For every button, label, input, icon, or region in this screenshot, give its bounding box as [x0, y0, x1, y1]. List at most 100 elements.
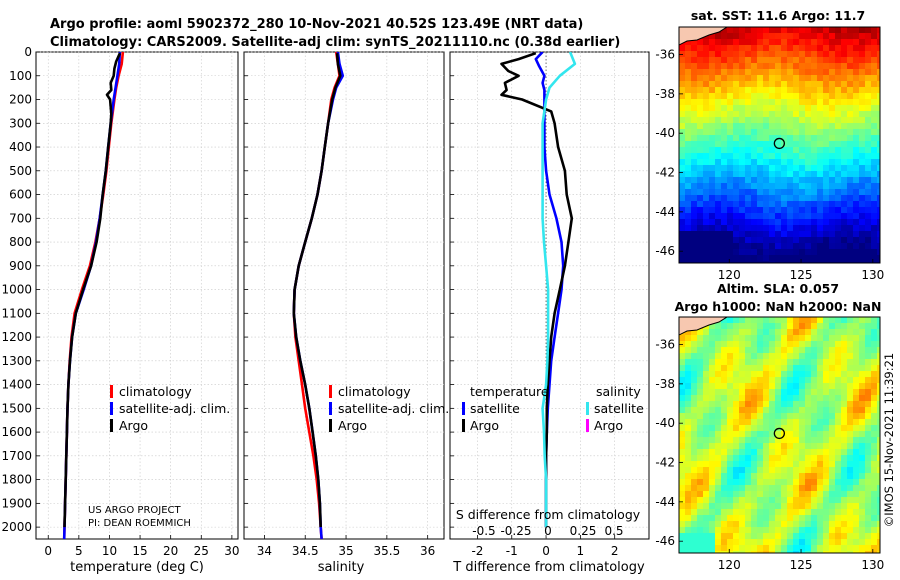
heatmap-cell [817, 123, 824, 130]
heatmap-cell [751, 419, 758, 426]
heatmap-cell [817, 201, 824, 208]
heatmap-cell [697, 473, 704, 480]
heatmap-cell [811, 461, 818, 468]
heatmap-cell [865, 51, 872, 58]
heatmap-cell [793, 353, 800, 360]
heatmap-cell [781, 69, 788, 76]
heatmap-cell [835, 249, 842, 256]
heatmap-cell [715, 449, 722, 456]
heatmap-cell [697, 533, 704, 540]
heatmap-cell [733, 551, 740, 553]
heatmap-cell [679, 165, 686, 172]
heatmap-cell [829, 413, 836, 420]
heatmap-cell [787, 117, 794, 124]
heatmap-cell [799, 141, 806, 148]
heatmap-cell [727, 159, 734, 166]
heatmap-cell [775, 449, 782, 456]
heatmap-cell [703, 129, 710, 136]
heatmap-cell [817, 323, 824, 330]
heatmap-cell [709, 135, 716, 142]
heatmap-cell [787, 63, 794, 70]
heatmap-cell [877, 171, 880, 178]
heatmap-cell [853, 509, 860, 516]
heatmap-cell [817, 425, 824, 432]
heatmap-cell [721, 527, 728, 534]
heatmap-cell [793, 81, 800, 88]
heatmap-cell [847, 317, 854, 324]
heatmap-cell [799, 69, 806, 76]
heatmap-cell [853, 431, 860, 438]
heatmap-cell [853, 123, 860, 130]
heatmap-cell [739, 431, 746, 438]
heatmap-cell [715, 431, 722, 438]
heatmap-cell [781, 153, 788, 160]
heatmap-cell [733, 371, 740, 378]
heatmap-cell [871, 111, 878, 118]
heatmap-cell [877, 545, 880, 552]
heatmap-cell [709, 335, 716, 342]
heatmap-cell [853, 365, 860, 372]
heatmap-cell [775, 551, 782, 553]
heatmap-cell [799, 491, 806, 498]
heatmap-cell [739, 123, 746, 130]
heatmap-cell [823, 117, 830, 124]
heatmap-cell [829, 485, 836, 492]
heatmap-cell [859, 27, 866, 34]
heatmap-cell [811, 243, 818, 250]
heatmap-cell [793, 225, 800, 232]
heatmap-cell [697, 39, 704, 46]
heatmap-cell [871, 93, 878, 100]
heatmap-cell [703, 503, 710, 510]
heatmap-cell [805, 503, 812, 510]
heatmap-cell [847, 527, 854, 534]
heatmap-cell [823, 159, 830, 166]
heatmap-cell [811, 365, 818, 372]
heatmap-cell [697, 503, 704, 510]
credits-line2: PI: DEAN ROEMMICH [88, 518, 191, 529]
heatmap-cell [709, 69, 716, 76]
heatmap-cell [775, 419, 782, 426]
heatmap-cell [727, 213, 734, 220]
heatmap-cell [841, 503, 848, 510]
heatmap-cell [769, 323, 776, 330]
heatmap-cell [865, 165, 872, 172]
heatmap-cell [691, 341, 698, 348]
heatmap-cell [733, 413, 740, 420]
heatmap-cell [727, 57, 734, 64]
heatmap-cell [781, 377, 788, 384]
series-line-t-argo [500, 52, 574, 528]
heatmap-cell [721, 515, 728, 522]
heatmap-cell [697, 243, 704, 250]
heatmap-cell [817, 533, 824, 540]
heatmap-cell [763, 359, 770, 366]
heatmap-cell [865, 395, 872, 402]
heatmap-cell [697, 51, 704, 58]
heatmap-cell [769, 503, 776, 510]
heatmap-cell [721, 165, 728, 172]
heatmap-cell [691, 413, 698, 420]
heatmap-cell [835, 201, 842, 208]
heatmap-cell [727, 243, 734, 250]
heatmap-cell [721, 491, 728, 498]
heatmap-cell [847, 533, 854, 540]
heatmap-cell [751, 93, 758, 100]
heatmap-cell [721, 105, 728, 112]
heatmap-cell [793, 39, 800, 46]
heatmap-cell [817, 359, 824, 366]
heatmap-cell [853, 335, 860, 342]
x-tick-label: 20 [163, 544, 178, 558]
heatmap-cell [793, 183, 800, 190]
heatmap-cell [865, 551, 872, 553]
heatmap-cell [679, 249, 686, 256]
heatmap-cell [703, 261, 710, 263]
heatmap-cell [787, 371, 794, 378]
heatmap-cell [703, 377, 710, 384]
heatmap-cell [853, 407, 860, 414]
heatmap-cell [787, 329, 794, 336]
y-tick-label: 1800 [1, 473, 32, 487]
heatmap-cell [709, 207, 716, 214]
heatmap-cell [757, 521, 764, 528]
heatmap-cell [805, 129, 812, 136]
heatmap-cell [769, 99, 776, 106]
heatmap-cell [721, 497, 728, 504]
